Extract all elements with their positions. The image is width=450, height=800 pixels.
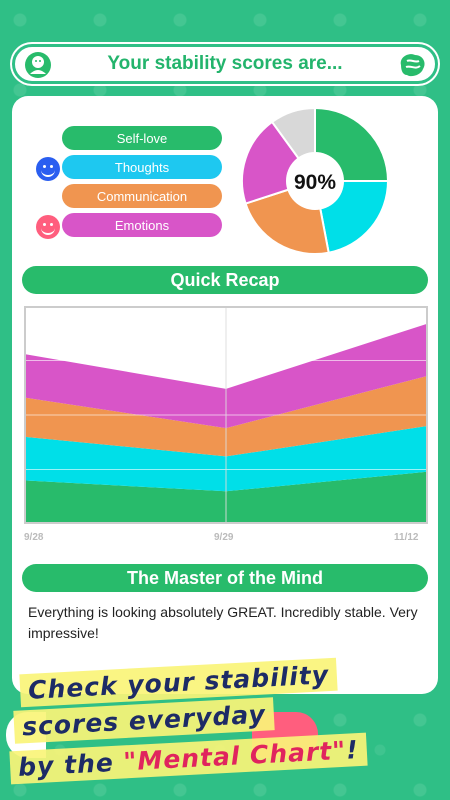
promo-line-3-suffix: !	[345, 735, 360, 765]
promo-line-3-prefix: by the	[17, 747, 125, 782]
scores-card: Self-love Thoughts Communication Emotion…	[12, 96, 438, 694]
recap-area-chart	[24, 306, 428, 524]
result-message: Everything is looking absolutely GREAT. …	[28, 604, 418, 641]
area-series-emotions	[24, 323, 428, 429]
x-tick-2: 11/12	[394, 532, 419, 543]
promo-highlight: "Mental Chart"	[122, 735, 347, 777]
stability-donut-chart: 90%	[241, 106, 390, 255]
promo-line-1: Check your stability	[19, 657, 338, 708]
x-tick-1: 9/29	[214, 532, 234, 543]
x-tick-0: 9/28	[24, 532, 44, 543]
legend-thoughts[interactable]: Thoughts	[62, 155, 222, 179]
header-bar: Your stability scores are...	[12, 44, 438, 84]
category-legend: Self-love Thoughts Communication Emotion…	[62, 126, 222, 242]
user-avatar-icon[interactable]	[25, 52, 51, 78]
emotions-face-icon	[36, 215, 60, 239]
brain-icon[interactable]	[397, 51, 427, 79]
area-series-communication	[24, 375, 428, 457]
legend-emotions[interactable]: Emotions	[62, 213, 222, 237]
quick-recap-header: Quick Recap	[22, 266, 428, 294]
result-title: The Master of the Mind	[22, 564, 428, 592]
legend-self-love[interactable]: Self-love	[62, 126, 222, 150]
thoughts-face-icon	[36, 157, 60, 181]
promo-banner: Check your stability scores everyday by …	[9, 657, 368, 800]
legend-communication[interactable]: Communication	[62, 184, 222, 208]
page-title: Your stability scores are...	[107, 53, 343, 74]
donut-center-label: 90%	[294, 171, 336, 194]
